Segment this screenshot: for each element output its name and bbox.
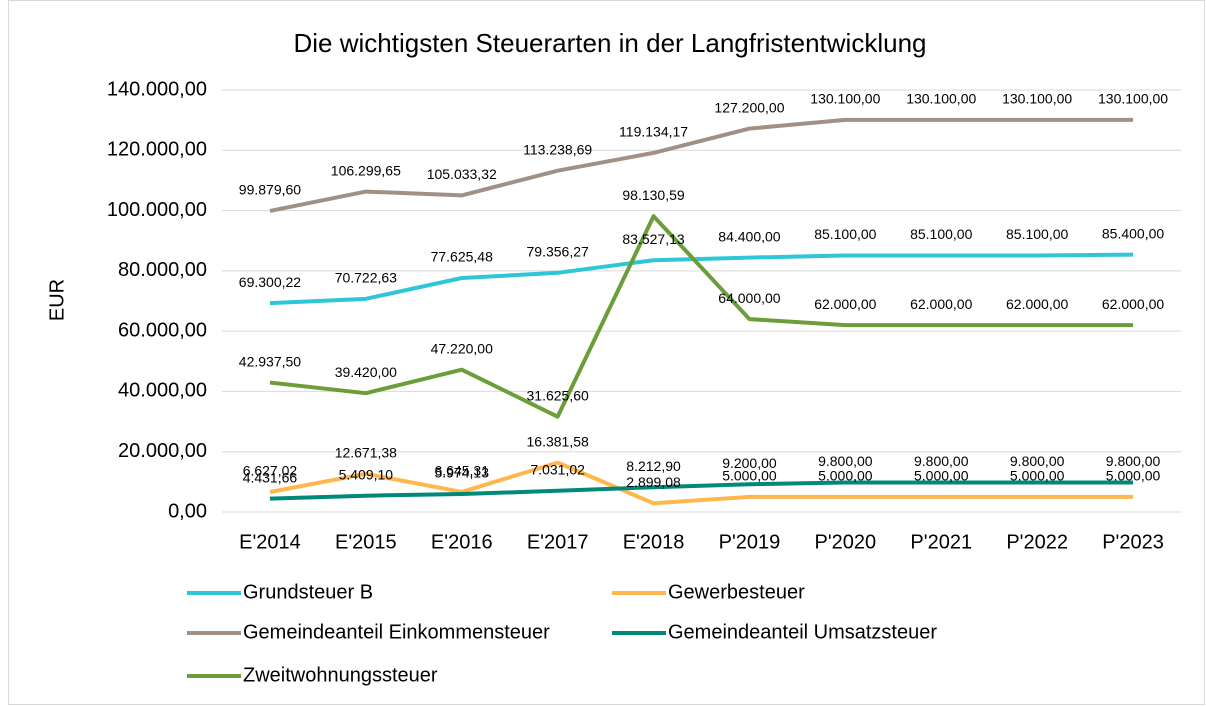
data-label: 105.033,32 [427,166,497,182]
data-label: 62.000,00 [1006,296,1068,312]
x-tick-label: P'2019 [719,531,781,553]
y-tick-label: 20.000,00 [118,440,207,462]
y-tick-label: 40.000,00 [118,380,207,402]
data-label: 113.238,69 [523,141,592,157]
data-label: 119.134,17 [619,124,688,140]
data-label: 85.100,00 [910,226,972,242]
data-label: 130.100,00 [810,91,880,107]
data-label: 130.100,00 [906,91,976,107]
data-label: 2.899,08 [626,474,681,490]
data-label: 85.100,00 [1006,226,1068,242]
data-label: 69.300,22 [239,274,301,290]
data-label: 85.100,00 [814,226,876,242]
data-label: 64.000,00 [718,290,780,306]
data-label: 84.400,00 [718,228,780,244]
x-tick-label: P'2022 [1006,531,1068,553]
data-label: 8.212,90 [626,458,681,474]
data-label: 5.000,00 [914,468,969,484]
x-tick-label: E'2014 [239,531,301,553]
legend-label: Zweitwohnungssteuer [243,664,438,686]
data-label: 85.400,00 [1102,225,1164,241]
data-label: 98.130,59 [622,187,684,203]
x-tick-label: P'2020 [815,531,877,553]
data-label: 9.200,00 [722,455,777,471]
data-label: 5.409,10 [339,466,394,482]
data-label: 5.974,13 [435,465,490,481]
series-line [269,252,1134,306]
data-label: 130.100,00 [1098,91,1168,107]
y-tick-label: 120.000,00 [107,139,207,161]
data-label: 31.625,60 [527,387,589,403]
data-label: 62.000,00 [814,296,876,312]
data-label: 77.625,48 [431,249,493,265]
data-label: 39.420,00 [335,364,397,380]
data-label: 16.381,58 [527,433,589,449]
data-label: 9.800,00 [1010,453,1065,469]
x-tick-label: P'2023 [1102,531,1164,553]
legend-label: Gemeindeanteil Einkommensteuer [243,621,550,643]
data-label: 12.671,38 [335,445,397,461]
y-tick-label: 60.000,00 [118,319,207,341]
series-line [269,480,1134,501]
y-axis-label: EUR [46,279,68,321]
data-label: 9.800,00 [1106,453,1161,469]
data-label: 47.220,00 [431,340,493,356]
data-label: 7.031,02 [530,462,585,478]
data-label: 5.000,00 [722,468,777,484]
data-label: 62.000,00 [1102,296,1164,312]
data-label: 42.937,50 [239,353,301,369]
data-label: 5.000,00 [1106,468,1161,484]
x-tick-label: E'2018 [623,531,685,553]
legend-label: Gewerbesteuer [668,581,805,603]
data-label: 70.722,63 [335,270,397,286]
data-label: 62.000,00 [910,296,972,312]
x-tick-label: E'2017 [527,531,589,553]
data-label: 6.627,02 [243,463,298,479]
x-tick-label: E'2016 [431,531,493,553]
data-label: 4.431,66 [243,469,298,485]
x-tick-label: E'2015 [335,531,397,553]
data-label: 130.100,00 [1002,91,1072,107]
data-label: 127.200,00 [714,99,784,115]
data-label: 9.800,00 [914,453,969,469]
series-line [269,214,1134,419]
data-label: 5.000,00 [818,468,873,484]
series-line [269,117,1134,213]
legend-label: Gemeindeanteil Umsatzsteuer [668,621,937,643]
y-tick-label: 80.000,00 [118,259,207,281]
x-tick-label: P'2021 [910,531,972,553]
series-line [269,460,1134,506]
y-tick-label: 140.000,00 [107,78,207,100]
data-label: 83.527,13 [622,231,684,247]
chart-title: Die wichtigsten Steuerarten in der Langf… [293,28,926,58]
data-label: 5.000,00 [1010,468,1065,484]
y-tick-label: 100.000,00 [107,199,207,221]
legend-label: Grundsteuer B [243,581,373,603]
data-label: 9.800,00 [818,453,873,469]
chart-border [8,0,1205,705]
y-tick-label: 0,00 [168,500,207,522]
data-label: 79.356,27 [527,244,589,260]
data-label: 99.879,60 [239,182,301,198]
data-label: 106.299,65 [331,162,401,178]
data-label: 6.645,31 [435,463,490,479]
